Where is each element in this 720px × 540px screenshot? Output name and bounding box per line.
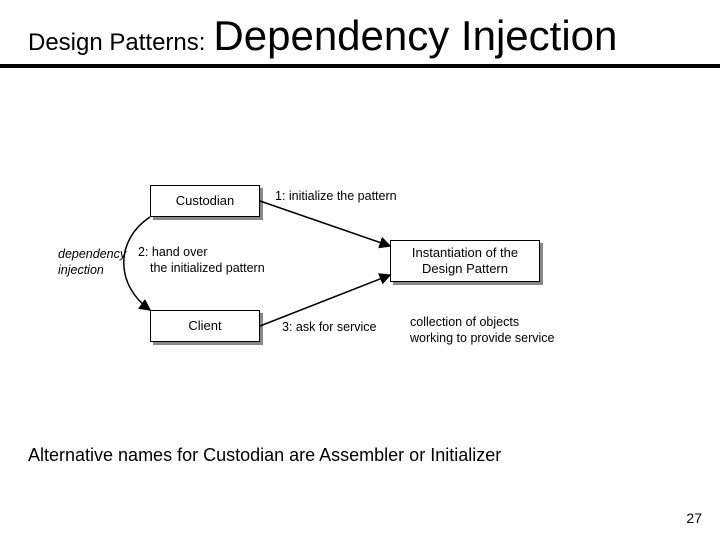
arrow-initialize xyxy=(260,201,390,246)
page-number: 27 xyxy=(686,510,702,526)
footnote-text: Alternative names for Custodian are Asse… xyxy=(28,445,501,466)
title-rule xyxy=(0,64,720,68)
title-prefix: Design Patterns: xyxy=(28,29,205,57)
title-main: Dependency Injection xyxy=(213,12,617,60)
arrow-ask-service xyxy=(260,275,390,326)
arrow-hand-over xyxy=(124,217,150,310)
arrows-svg xyxy=(60,185,600,395)
diagram-area: Custodian Client Instantiation of the De… xyxy=(60,185,600,395)
